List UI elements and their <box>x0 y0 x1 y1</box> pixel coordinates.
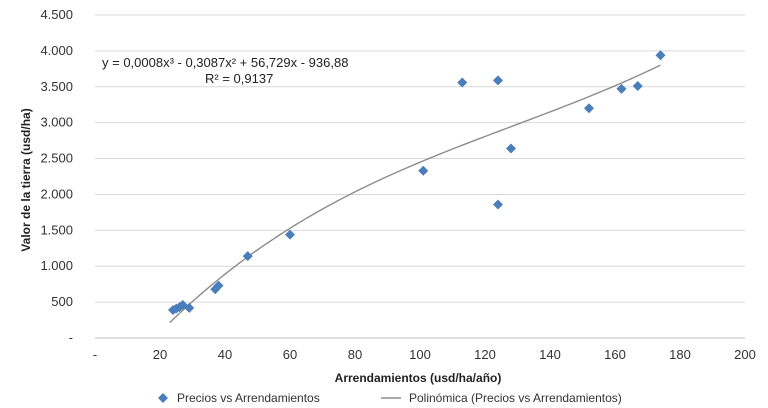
scatter-points <box>168 50 666 316</box>
x-tick-label: 200 <box>734 347 756 362</box>
y-tick-label: 500 <box>51 294 73 309</box>
y-axis-label: Valor de la tierra (usd/ha) <box>19 108 33 251</box>
y-tick-label: 3.000 <box>40 115 73 130</box>
data-point <box>457 77 468 88</box>
x-tick-label: 140 <box>539 347 561 362</box>
trendline <box>169 64 661 324</box>
y-tick-label: - <box>69 330 73 345</box>
legend-label-trend: Polinómica (Precios vs Arrendamientos) <box>409 391 622 405</box>
x-tick-label: 120 <box>474 347 496 362</box>
x-tick-label: 20 <box>153 347 167 362</box>
legend-marker-points <box>158 393 168 403</box>
y-tick-label: 1.500 <box>40 222 73 237</box>
data-point <box>213 280 224 291</box>
y-tick-label: 2.000 <box>40 186 73 201</box>
x-tick-label: 180 <box>669 347 691 362</box>
x-tick-label: 100 <box>409 347 431 362</box>
x-axis-label: Arrendamientos (usd/ha/año) <box>335 371 502 385</box>
y-tick-label: 3.500 <box>40 79 73 94</box>
y-axis-ticks: - 500 1.000 1.500 2.000 2.500 3.000 3.500 4.000 4… <box>40 7 73 345</box>
data-point <box>242 251 253 262</box>
x-tick-label: 60 <box>283 347 297 362</box>
data-point <box>418 165 429 176</box>
data-point <box>506 143 516 154</box>
y-tick-label: 1.000 <box>40 258 73 273</box>
legend: Precios vs Arrendamientos Polinómica (Pr… <box>158 391 622 405</box>
data-point <box>632 81 643 92</box>
data-point <box>584 103 594 114</box>
y-tick-label: 2.500 <box>40 151 73 166</box>
data-point <box>655 50 666 61</box>
data-point <box>493 199 503 210</box>
data-point <box>616 83 627 94</box>
x-tick-label: - <box>93 347 97 362</box>
y-tick-label: 4.000 <box>40 43 73 58</box>
trendline-equation: y = 0,0008x³ - 0,3087x² + 56,729x - 936,… <box>102 55 348 70</box>
x-tick-label: 160 <box>604 347 626 362</box>
legend-label-points: Precios vs Arrendamientos <box>177 391 320 405</box>
x-tick-label: 80 <box>348 347 362 362</box>
data-point <box>493 75 503 86</box>
x-axis-ticks: - 20 40 60 80 100 120 140 160 180 200 <box>93 347 756 362</box>
y-tick-label: 4.500 <box>40 7 73 22</box>
data-point <box>184 302 195 313</box>
x-tick-label: 40 <box>218 347 232 362</box>
r-squared-label: R² = 0,9137 <box>205 71 273 86</box>
gridlines <box>95 14 745 303</box>
data-point <box>285 229 295 240</box>
